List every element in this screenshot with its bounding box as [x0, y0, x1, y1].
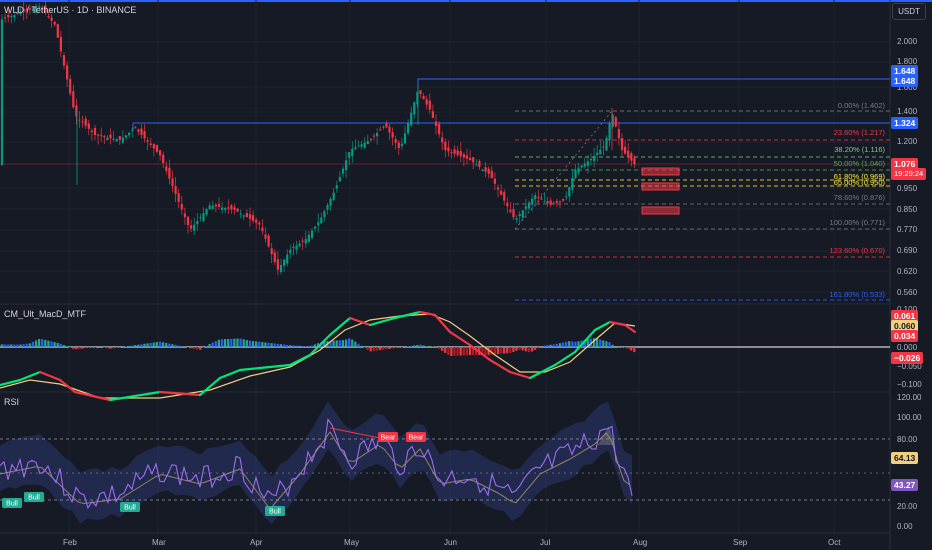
- price-axis-label: 0.770: [897, 225, 918, 234]
- bull-signal-label: Bull: [2, 498, 22, 508]
- price-tag: 1.648: [891, 65, 919, 77]
- macd-line: [0, 310, 637, 402]
- signal-label-text: Bull: [269, 509, 281, 516]
- price-axis-label: 0.850: [897, 205, 918, 214]
- rsi-ma-tag: 64.13: [891, 452, 919, 464]
- fib-label: 65.00% (0.950): [833, 178, 885, 187]
- zone-box[interactable]: [641, 167, 680, 176]
- macd-axis-label: 0.100: [897, 305, 917, 314]
- currency-button[interactable]: USDT: [892, 3, 926, 20]
- grid-lines: [0, 0, 890, 533]
- fib-label: 161.80% (0.533): [829, 290, 885, 299]
- signal-label-text: Bull: [28, 495, 40, 502]
- zone-box[interactable]: [641, 206, 680, 215]
- rsi-axis-label: 120.00: [897, 393, 922, 402]
- signal-label-text: Bull: [124, 505, 136, 512]
- macd-tag: 0.034: [891, 330, 919, 342]
- macd-title[interactable]: CM_Ult_MacD_MTF: [4, 309, 87, 319]
- rsi-value-tag: 43.27: [891, 479, 919, 491]
- price-axis-label: 1.200: [897, 137, 918, 146]
- price-axis-label: 0.690: [897, 246, 918, 255]
- macd-axis-label: 0.000: [897, 343, 918, 352]
- top-accent-bar: [0, 0, 932, 2]
- signal-label-text: Bull: [6, 501, 18, 508]
- time-axis-label: Apr: [250, 538, 263, 547]
- price-axis-label: 0.620: [897, 267, 918, 276]
- time-axis-label: Feb: [63, 538, 77, 547]
- signal-label-text: Bear: [409, 435, 424, 442]
- price-tag: 1.324: [891, 117, 919, 129]
- macd-tag: 0.061: [891, 310, 919, 322]
- bear-divergence-line: [329, 427, 381, 439]
- fib-label: 0.00% (1.402): [837, 101, 885, 110]
- rsi-axis-label: 80.00: [897, 435, 918, 444]
- zone-box[interactable]: [641, 182, 680, 191]
- bull-signal-label: Bull: [120, 502, 140, 512]
- macd-axis-label: −0.050: [897, 362, 922, 371]
- time-axis-label: May: [344, 538, 360, 547]
- rsi-overbought-fill: [598, 426, 614, 445]
- bear-signal-label: Bear: [406, 432, 426, 442]
- fib-label: 50.00% (1.040): [833, 159, 885, 168]
- price-axis-label: 1.600: [897, 83, 918, 92]
- symbol-title[interactable]: WLD / TetherUS · 1D · BINANCE: [4, 5, 137, 15]
- price-axis-label: 1.400: [897, 107, 918, 116]
- price-axis-label: 0.950: [897, 184, 918, 193]
- macd-axis-label: −0.100: [897, 380, 922, 389]
- rsi-axis-label: 100.00: [897, 413, 922, 422]
- price-axis-label: 0.560: [897, 288, 918, 297]
- rsi-line: [0, 418, 633, 510]
- fib-label: 123.60% (0.670): [829, 246, 885, 255]
- fib-retracement[interactable]: [514, 110, 890, 301]
- time-axis-label: Jul: [540, 538, 551, 547]
- price-tag: 1.648: [891, 75, 919, 87]
- rsi-band: [0, 401, 632, 525]
- time-axis-label: Jun: [444, 538, 457, 547]
- rsi-signal-labels: Bear Bear Bull Bull Bull Bull: [2, 432, 426, 516]
- rsi-axis-label: 20.00: [897, 502, 918, 511]
- bull-signal-label: Bull: [265, 506, 285, 516]
- current-price-tag: 1.076: [891, 158, 919, 170]
- rsi-title[interactable]: RSI: [4, 397, 20, 407]
- price-candles: [0, 0, 636, 276]
- bear-signal-label: Bear: [378, 432, 398, 442]
- macd-tag: 0.060: [891, 320, 919, 332]
- fib-label: 23.60% (1.217): [833, 128, 885, 137]
- time-axis-label: Oct: [828, 538, 841, 547]
- bull-signal-label: Bull: [24, 492, 44, 502]
- fib-label: 61.80% (0.969): [833, 172, 885, 181]
- countdown-tag: 19:29:24: [891, 168, 927, 180]
- macd-signal-line: [0, 313, 636, 399]
- fib-label: 38.20% (1.116): [834, 145, 885, 154]
- rsi-axis-label: 0.00: [897, 522, 913, 531]
- fib-label: 100.00% (0.771): [829, 218, 885, 227]
- macd-tag: −0.026: [891, 352, 924, 364]
- signal-label-text: Bear: [381, 435, 396, 442]
- price-axis-label: 1.800: [897, 57, 918, 66]
- macd-histogram: [0, 338, 636, 356]
- time-axis-label: Sep: [733, 538, 748, 547]
- time-axis-label: Aug: [633, 538, 648, 547]
- fib-label: 78.60% (0.876): [833, 193, 885, 202]
- time-axis-label: Mar: [152, 538, 166, 547]
- price-axis-label: 2.000: [897, 37, 918, 46]
